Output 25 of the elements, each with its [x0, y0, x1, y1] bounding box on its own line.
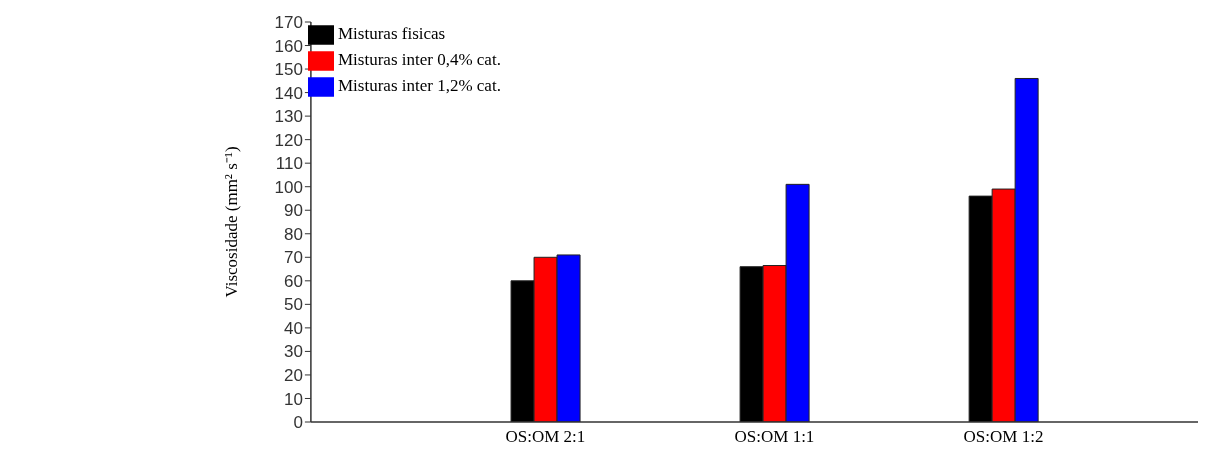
y-tick-label: 40	[283, 318, 303, 338]
y-tick-label: 0	[293, 413, 303, 433]
x-tick-label: OS:OM 1:2	[963, 427, 1044, 447]
y-tick-label: 110	[275, 154, 303, 174]
y-tick-label: 30	[283, 342, 303, 362]
y-tick-label: 130	[274, 107, 303, 127]
y-tick-label: 80	[283, 224, 303, 244]
y-tick-label: 120	[274, 130, 303, 150]
x-tick-label: OS:OM 2:1	[505, 427, 586, 447]
y-tick-label: 150	[274, 60, 303, 80]
legend-label: Misturas fisicas	[338, 23, 446, 43]
y-tick-label: 100	[274, 177, 303, 197]
y-tick-label: 90	[283, 201, 303, 221]
y-tick-label: 50	[283, 295, 303, 315]
y-tick-label: 10	[283, 389, 303, 409]
y-axis-title: Viscosidade (mm² s⁻¹)	[221, 146, 241, 298]
y-tick-label: 60	[283, 271, 303, 291]
y-tick-label: 20	[283, 365, 303, 385]
y-tick-label: 170	[274, 13, 303, 33]
y-tick-label: 160	[274, 36, 303, 56]
x-tick-label: OS:OM 1:1	[734, 427, 815, 447]
legend-label: Misturas inter 1,2% cat.	[338, 75, 501, 95]
legend-label: Misturas inter 0,4% cat.	[338, 49, 501, 69]
y-tick-label: 70	[283, 248, 303, 268]
y-tick-label: 140	[274, 83, 303, 103]
